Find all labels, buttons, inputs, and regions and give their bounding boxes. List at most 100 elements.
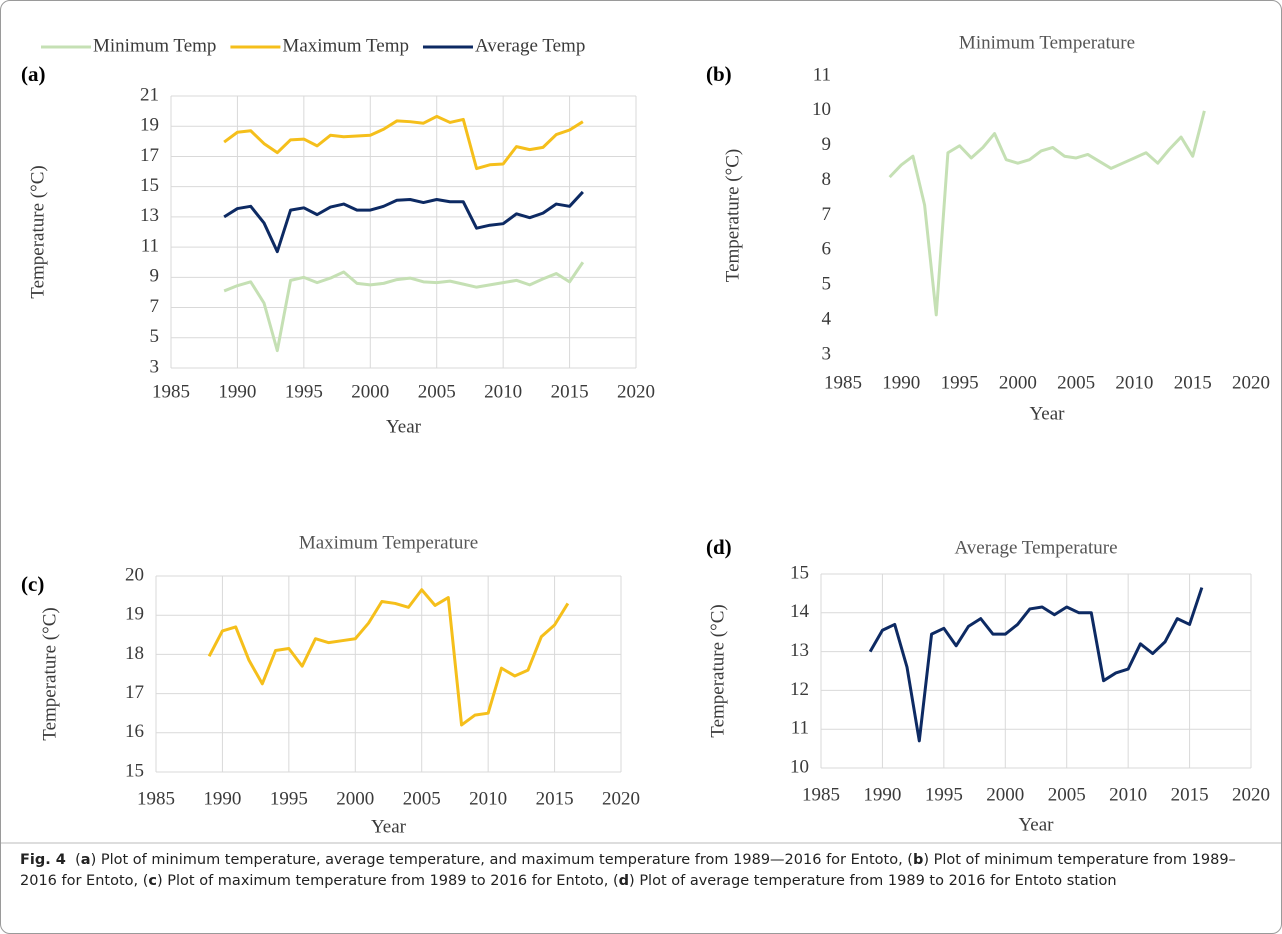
y-tick-label: 10: [812, 99, 831, 120]
y-tick-label: 16: [125, 721, 144, 742]
y-tick-label: 5: [150, 326, 160, 347]
x-tick-label: 2010: [1115, 372, 1153, 393]
x-tick-label: 2020: [602, 788, 640, 809]
y-tick-label: 20: [125, 564, 144, 585]
y-tick-label: 11: [791, 718, 809, 739]
line-series: [868, 587, 1204, 743]
y-axis-label: Temperature (°C): [39, 607, 60, 740]
x-axis-label: Year: [1018, 814, 1054, 835]
x-tick-label: 1990: [863, 784, 901, 805]
x-axis-label: Year: [386, 416, 422, 437]
y-tick-label: 19: [125, 604, 144, 625]
x-tick-label: 1990: [882, 372, 920, 393]
panel-label: (a): [21, 62, 46, 86]
caption-text: b: [912, 852, 924, 868]
x-tick-label: 2005: [1057, 372, 1095, 393]
x-tick-label: 2015: [1171, 784, 1209, 805]
caption-text: ) Plot of minimum temperature, average t…: [90, 852, 913, 868]
caption-text: d: [618, 873, 630, 889]
y-tick-label: 6: [822, 239, 832, 260]
caption-text: ) Plot of minimum temperature from 1989–…: [20, 852, 1236, 889]
y-tick-label: 14: [790, 601, 810, 622]
x-tick-label: 2020: [1232, 784, 1270, 805]
y-tick-label: 8: [822, 169, 832, 190]
x-tick-label: 2000: [351, 381, 389, 402]
caption-text: ) Plot of maximum temperature from 1989 …: [157, 873, 619, 889]
y-tick-label: 18: [125, 643, 144, 664]
panel-label: (c): [21, 572, 44, 596]
y-tick-label: 3: [822, 343, 832, 364]
y-tick-label: 11: [141, 235, 159, 256]
caption-text: (: [65, 852, 81, 868]
y-tick-label: 11: [813, 64, 831, 85]
panel-label: (d): [706, 535, 732, 559]
x-tick-label: 1985: [802, 784, 840, 805]
x-tick-label: 2020: [1232, 372, 1270, 393]
x-tick-label: 2005: [1048, 784, 1086, 805]
y-tick-label: 15: [125, 760, 144, 781]
legend-label: Average Temp: [475, 35, 585, 56]
line-series: [223, 261, 585, 353]
x-tick-label: 2005: [418, 381, 456, 402]
x-tick-label: 1990: [203, 788, 241, 809]
legend-label: Maximum Temp: [282, 35, 409, 56]
x-axis-label: Year: [1029, 403, 1065, 424]
chart-title: Maximum Temperature: [299, 532, 478, 553]
x-tick-label: 2020: [617, 381, 655, 402]
y-tick-label: 17: [125, 682, 144, 703]
y-axis-label: Temperature (°C): [27, 165, 48, 298]
y-tick-label: 15: [790, 562, 809, 583]
chart-title: Average Temperature: [954, 537, 1117, 558]
x-tick-label: 1995: [941, 372, 979, 393]
x-tick-label: 1990: [218, 381, 256, 402]
y-tick-label: 15: [140, 175, 159, 196]
caption-text: c: [148, 873, 158, 889]
y-tick-label: 12: [790, 679, 809, 700]
legend-label: Minimum Temp: [93, 35, 216, 56]
chart-title: Minimum Temperature: [959, 32, 1135, 53]
caption-text: ) Plot of average temperature from 1989 …: [629, 873, 1117, 889]
line-series: [223, 114, 584, 171]
y-tick-label: 13: [790, 640, 809, 661]
y-tick-label: 7: [822, 204, 832, 225]
x-tick-label: 1995: [285, 381, 323, 402]
y-tick-label: 3: [150, 356, 160, 377]
y-axis-label: Temperature (°C): [722, 149, 743, 282]
panel-label: (b): [706, 62, 732, 86]
caption-text: a: [80, 852, 91, 868]
y-tick-label: 21: [140, 84, 159, 105]
x-tick-label: 2010: [469, 788, 507, 809]
x-tick-label: 2010: [484, 381, 522, 402]
caption-text: Fig. 4: [20, 852, 66, 868]
x-tick-label: 2000: [999, 372, 1037, 393]
x-tick-label: 2000: [986, 784, 1024, 805]
y-tick-label: 9: [822, 134, 832, 155]
x-tick-label: 2010: [1109, 784, 1147, 805]
line-series: [888, 110, 1206, 317]
x-tick-label: 2000: [336, 788, 374, 809]
y-tick-label: 19: [140, 115, 159, 136]
y-tick-label: 17: [140, 145, 159, 166]
y-tick-label: 10: [790, 756, 809, 777]
y-tick-label: 13: [140, 205, 159, 226]
y-tick-label: 7: [150, 296, 160, 317]
y-tick-label: 9: [150, 266, 160, 287]
x-tick-label: 1985: [137, 788, 175, 809]
x-tick-label: 1985: [152, 381, 190, 402]
x-tick-label: 2005: [403, 788, 441, 809]
line-series: [223, 190, 584, 254]
x-tick-label: 2015: [551, 381, 589, 402]
x-tick-label: 1995: [925, 784, 963, 805]
x-tick-label: 1995: [270, 788, 308, 809]
y-tick-label: 5: [822, 274, 832, 295]
x-tick-label: 2015: [536, 788, 574, 809]
x-tick-label: 2015: [1174, 372, 1212, 393]
caption: Fig. 4 (a) Plot of minimum temperature, …: [20, 850, 1265, 892]
x-tick-label: 1985: [824, 372, 862, 393]
y-tick-label: 4: [822, 308, 832, 329]
x-axis-label: Year: [371, 816, 407, 837]
y-axis-label: Temperature (°C): [707, 604, 728, 737]
line-series: [207, 588, 570, 727]
